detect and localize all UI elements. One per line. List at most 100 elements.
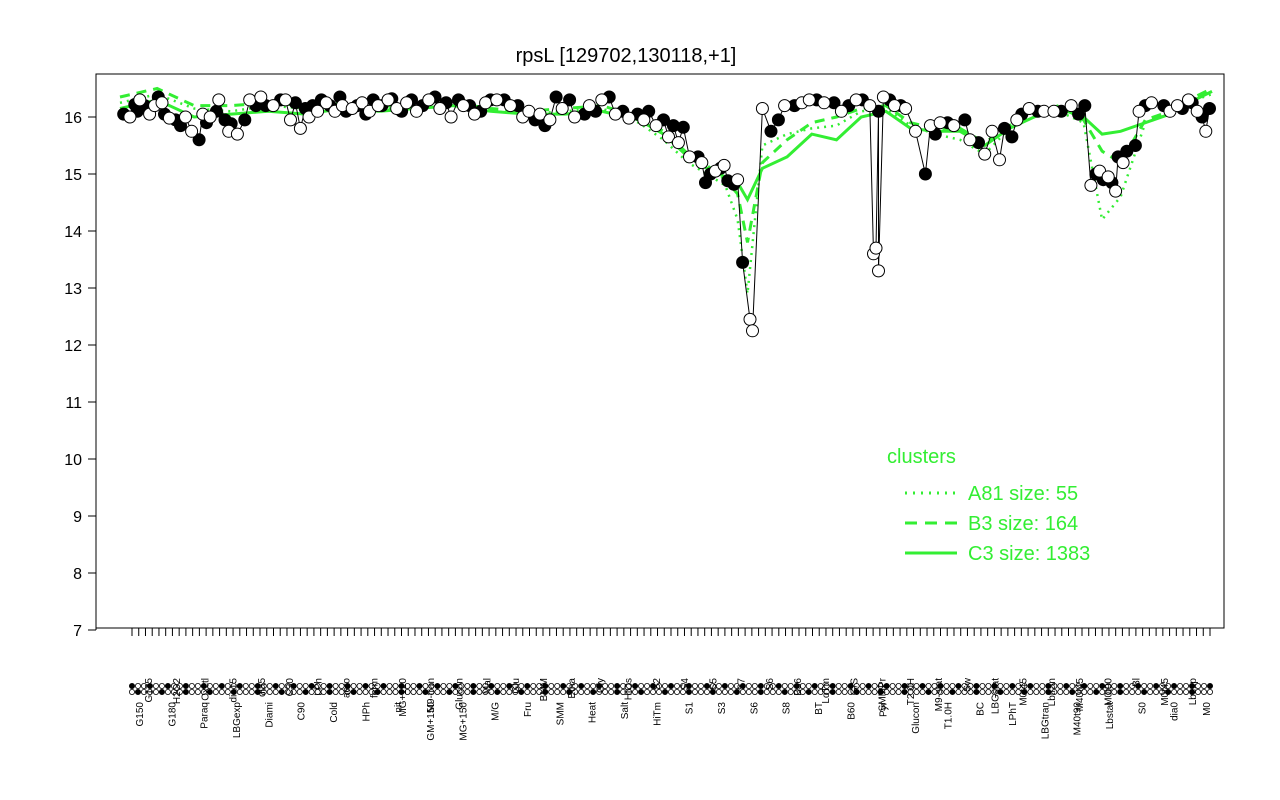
data-point	[479, 96, 493, 110]
data-point	[266, 99, 280, 113]
x-tick-label: B36	[793, 678, 804, 696]
data-point	[1101, 170, 1115, 184]
x-marker	[392, 689, 399, 696]
x-marker	[721, 683, 728, 690]
x-marker	[925, 683, 932, 690]
x-marker	[1177, 689, 1184, 696]
x-marker	[1027, 689, 1034, 696]
x-marker	[817, 683, 824, 690]
x-marker	[254, 683, 261, 690]
x-marker	[398, 689, 405, 696]
x-tick-label: M0t90	[1103, 678, 1114, 706]
x-marker	[781, 689, 788, 696]
x-marker	[1075, 689, 1082, 696]
x-tick-label: M9-tran	[426, 678, 437, 712]
x-marker	[194, 689, 201, 696]
x-marker	[494, 683, 501, 690]
x-tick-label: Cold	[329, 702, 340, 723]
x-marker	[925, 689, 932, 696]
x-marker	[536, 689, 543, 696]
x-marker	[973, 683, 980, 690]
x-marker	[314, 683, 321, 690]
x-tick-label: LBGtran	[1040, 702, 1051, 739]
x-tick-label: C30	[285, 678, 296, 697]
x-marker	[620, 689, 627, 696]
x-marker	[146, 689, 153, 696]
x-marker	[374, 689, 381, 696]
x-marker	[955, 689, 962, 696]
y-tick-label: 7	[73, 623, 82, 640]
x-tick-label: Diami	[264, 702, 275, 728]
x-tick-label: BMM	[539, 678, 550, 701]
x-marker	[194, 683, 201, 690]
x-marker	[979, 683, 986, 690]
y-tick-label: 13	[64, 281, 82, 298]
x-marker	[745, 689, 752, 696]
x-marker	[1015, 683, 1022, 690]
data-point	[468, 107, 481, 121]
x-marker	[1123, 689, 1130, 696]
x-marker	[434, 683, 441, 690]
data-point	[717, 158, 731, 172]
x-tick-label: Mal	[483, 678, 494, 694]
data-point	[543, 113, 557, 127]
data-point	[243, 93, 257, 107]
x-marker	[733, 689, 740, 696]
y-tick-label: 9	[73, 509, 82, 526]
x-marker	[164, 683, 171, 690]
x-marker	[829, 683, 836, 690]
x-tick-label: aero	[342, 678, 353, 698]
data-point	[649, 119, 663, 133]
x-marker	[871, 683, 878, 690]
x-tick-label: HiTm	[652, 702, 663, 726]
x-tick-label: HiOs	[624, 678, 635, 700]
x-marker	[763, 689, 770, 696]
data-point	[1109, 184, 1123, 198]
x-marker	[1099, 689, 1106, 696]
x-marker	[1171, 683, 1178, 690]
x-marker	[668, 689, 675, 696]
x-marker	[961, 689, 968, 696]
x-tick-label: M9-stat	[934, 678, 945, 712]
x-tick-label: B60	[846, 702, 857, 720]
x-marker	[476, 683, 483, 690]
x-marker	[362, 683, 369, 690]
data-point	[1047, 104, 1061, 118]
x-tick-label: S5	[708, 678, 719, 691]
data-point	[293, 121, 307, 135]
x-marker	[727, 689, 734, 696]
data-point	[284, 113, 297, 127]
data-point	[1128, 139, 1142, 152]
x-marker	[781, 683, 788, 690]
x-marker	[943, 689, 950, 696]
x-marker	[673, 689, 680, 696]
x-tick-label: G180	[167, 702, 178, 727]
data-point	[254, 90, 268, 104]
x-tick-label: M0t45	[1019, 678, 1030, 706]
x-marker	[266, 689, 273, 696]
x-marker	[889, 689, 896, 696]
x-marker	[829, 689, 836, 696]
x-marker	[1111, 683, 1118, 690]
x-marker	[548, 689, 555, 696]
data-point	[279, 93, 292, 107]
x-marker	[464, 683, 471, 690]
x-marker	[500, 689, 507, 696]
x-marker	[793, 683, 800, 690]
x-marker	[721, 689, 728, 696]
x-marker	[703, 683, 710, 690]
data-point	[123, 110, 137, 124]
x-tick-label: LPh	[313, 678, 324, 696]
x-marker	[805, 683, 812, 690]
data-point	[179, 110, 192, 124]
x-marker	[979, 689, 986, 696]
x-marker	[799, 683, 806, 690]
x-marker	[865, 683, 872, 690]
data-point	[899, 102, 913, 115]
x-marker	[230, 689, 237, 696]
data-point	[533, 107, 547, 121]
x-marker	[314, 689, 321, 696]
x-marker	[128, 689, 135, 696]
x-marker	[817, 689, 824, 696]
x-marker	[793, 689, 800, 696]
